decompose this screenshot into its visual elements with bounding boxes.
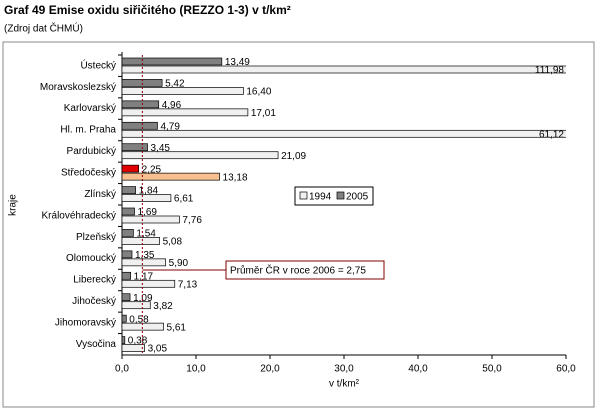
legend-label: 1994 bbox=[309, 192, 332, 203]
bar bbox=[122, 271, 132, 280]
value-label: 7,76 bbox=[182, 215, 202, 226]
bar bbox=[122, 314, 127, 323]
value-label: 1,69 bbox=[138, 207, 158, 218]
bar bbox=[122, 65, 566, 74]
legend-swatch bbox=[336, 191, 345, 200]
value-label: 1,17 bbox=[134, 271, 154, 282]
bar bbox=[122, 215, 180, 224]
legend-box bbox=[294, 186, 374, 206]
x-tick-label: 10,0 bbox=[186, 364, 206, 375]
value-label: 1,84 bbox=[139, 186, 159, 197]
value-label: 4,79 bbox=[160, 121, 180, 132]
value-label: 17,01 bbox=[251, 108, 276, 119]
y-tick-label: Karlovarský bbox=[64, 103, 116, 114]
value-label: 1,35 bbox=[135, 250, 155, 261]
y-tick-label: Zlínský bbox=[84, 189, 116, 200]
x-tick-label: 40,0 bbox=[408, 364, 428, 375]
value-label: 6,61 bbox=[174, 194, 194, 205]
value-label: 5,90 bbox=[169, 258, 189, 269]
bar bbox=[122, 143, 148, 152]
bar bbox=[122, 164, 139, 173]
annotation: Průměr ČR v roce 2006 = 2,75 bbox=[230, 264, 366, 277]
value-label: 13,49 bbox=[225, 57, 250, 68]
value-label: 7,13 bbox=[178, 279, 198, 290]
y-tick-label: Pardubický bbox=[67, 146, 116, 157]
bar bbox=[122, 129, 566, 138]
value-label: 5,42 bbox=[165, 79, 185, 90]
legend-swatch bbox=[299, 191, 308, 200]
value-label: 0,58 bbox=[129, 314, 149, 325]
x-tick-label: 0,0 bbox=[115, 364, 129, 375]
plot-bars bbox=[122, 57, 566, 352]
value-label: 5,08 bbox=[163, 237, 183, 248]
value-label: 0,38 bbox=[128, 336, 148, 347]
value-label: 2,25 bbox=[142, 164, 162, 175]
bar bbox=[122, 108, 249, 117]
value-label: 1,54 bbox=[136, 229, 156, 240]
y-tick-label: Ústecký bbox=[80, 58, 116, 71]
value-label: 61,12 bbox=[539, 129, 564, 140]
bar bbox=[122, 121, 158, 130]
y-tick-label: Jihomoravský bbox=[55, 317, 116, 328]
bar bbox=[122, 151, 279, 160]
value-label: 1,09 bbox=[133, 293, 153, 304]
bar bbox=[122, 186, 136, 194]
chart-title: Graf 49 Emise oxidu siřičitého (REZZO 1-… bbox=[4, 3, 291, 17]
legend-label: 2005 bbox=[346, 192, 369, 203]
x-tick-label: 20,0 bbox=[260, 364, 280, 375]
bar bbox=[122, 293, 131, 302]
value-label: 16,40 bbox=[246, 87, 271, 98]
bar bbox=[122, 301, 151, 310]
bar bbox=[122, 344, 145, 352]
chart-frame bbox=[2, 41, 595, 408]
bar bbox=[122, 279, 176, 288]
value-label: 13,18 bbox=[223, 172, 248, 183]
y-tick-label: Jihočeský bbox=[72, 296, 116, 307]
y-tick-label: Moravskoslezský bbox=[40, 82, 116, 93]
bar bbox=[122, 336, 126, 344]
value-label: 3,45 bbox=[151, 143, 171, 154]
bar bbox=[122, 258, 167, 267]
value-label: 3,82 bbox=[153, 301, 173, 312]
bar bbox=[122, 229, 134, 237]
bar bbox=[122, 250, 133, 259]
y-tick-label: Královéhradecký bbox=[42, 210, 116, 221]
y-tick-label: Olomoucký bbox=[66, 253, 116, 264]
y-tick-label: Plzeňský bbox=[76, 232, 116, 243]
bar bbox=[122, 100, 160, 109]
y-tick-label: Středočeský bbox=[61, 167, 116, 178]
bar bbox=[122, 87, 244, 95]
x-axis-label: v t/km² bbox=[329, 379, 360, 390]
bar bbox=[122, 237, 160, 245]
chart-subtitle: (Zdroj dat ČHMÚ) bbox=[4, 22, 83, 35]
x-tick-label: 50,0 bbox=[482, 364, 502, 375]
value-label: 3,05 bbox=[148, 344, 168, 355]
annotation-box bbox=[225, 260, 385, 280]
bar bbox=[122, 194, 172, 202]
bar bbox=[122, 172, 220, 181]
value-label: 21,09 bbox=[281, 151, 306, 162]
x-tick-label: 60,0 bbox=[556, 364, 576, 375]
value-label: 111,98 bbox=[535, 65, 565, 76]
y-tick-label: Liberecký bbox=[73, 275, 116, 286]
y-tick-label: Hl. m. Praha bbox=[60, 125, 116, 136]
bar bbox=[122, 57, 223, 66]
value-label: 5,61 bbox=[167, 322, 187, 333]
y-tick-label: Vysočina bbox=[76, 339, 117, 350]
y-axis-label: kraje bbox=[8, 194, 19, 216]
value-label: 4,96 bbox=[162, 100, 182, 111]
x-tick-label: 30,0 bbox=[334, 364, 354, 375]
bar bbox=[122, 207, 135, 216]
